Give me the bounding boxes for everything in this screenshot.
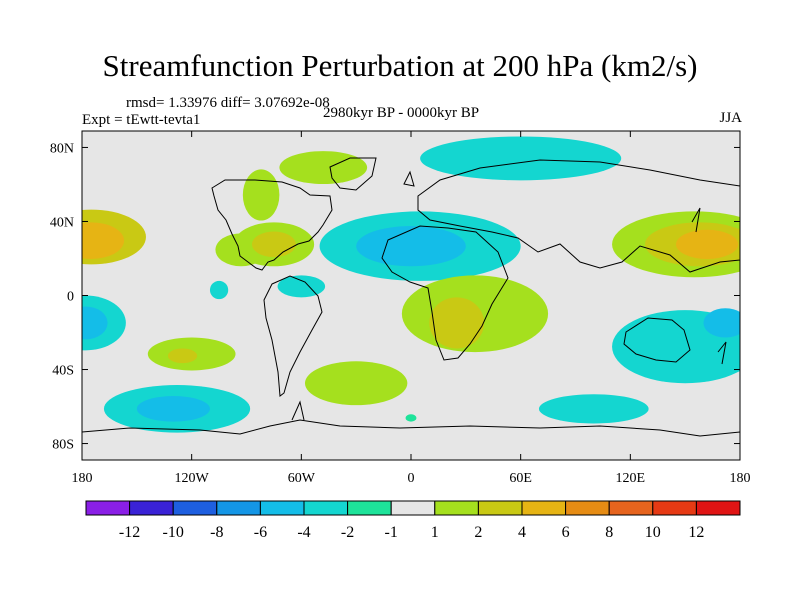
anomaly-15 bbox=[304, 361, 408, 406]
anomaly-22 bbox=[538, 394, 649, 424]
colorbar-swatch bbox=[477, 500, 523, 516]
colorbar-swatch bbox=[521, 500, 567, 516]
experiment-label: Expt = tEwtt-tevta1 bbox=[82, 112, 201, 128]
coastline-antarctic-peninsula bbox=[291, 400, 305, 421]
x-tick-label: 60E bbox=[509, 471, 532, 486]
colorbar-label: -12 bbox=[119, 524, 140, 541]
colorbar-label: -6 bbox=[254, 524, 267, 541]
x-tick-label: 180 bbox=[730, 471, 751, 486]
colorbar-label: -1 bbox=[385, 524, 398, 541]
colorbar-swatch bbox=[347, 500, 392, 516]
map-area bbox=[82, 131, 740, 460]
period-label: 2980kyr BP - 0000kyr BP bbox=[323, 105, 480, 121]
colorbar-swatch bbox=[565, 500, 610, 516]
axes: 180 120W 60W 0 60E 120E 180 80N 40N 0 40S 80S bbox=[50, 131, 751, 486]
anomaly-25 bbox=[676, 229, 739, 259]
anomaly-9 bbox=[209, 280, 229, 300]
y-tick-label: 80N bbox=[50, 141, 74, 156]
colorbar-label: 12 bbox=[688, 524, 704, 541]
colorbar-label: 6 bbox=[562, 524, 570, 541]
colorbar: -12 -10 -8 -6 -4 -2 -1 1 2 4 6 8 10 12 bbox=[85, 500, 741, 541]
y-tick-label: 40S bbox=[52, 364, 74, 379]
colorbar-label: 1 bbox=[431, 524, 439, 541]
colorbar-label: 2 bbox=[474, 524, 482, 541]
anomaly-19 bbox=[420, 136, 622, 181]
coastline-africa bbox=[381, 225, 509, 361]
colorbar-swatch bbox=[695, 500, 741, 516]
y-tick-label: 80S bbox=[52, 438, 74, 453]
coastline-britain bbox=[403, 170, 415, 187]
anomaly-layer bbox=[82, 136, 740, 433]
x-tick-label: 120W bbox=[175, 471, 210, 486]
coastline-australia bbox=[623, 317, 691, 363]
y-tick-label: 0 bbox=[67, 290, 74, 305]
anomaly-13 bbox=[242, 169, 280, 221]
coastline-new-zealand bbox=[717, 341, 727, 365]
coastline-greenland bbox=[329, 157, 377, 191]
colorbar-swatch bbox=[259, 500, 305, 516]
colorbar-swatch bbox=[216, 500, 261, 516]
coastlines bbox=[82, 157, 740, 437]
chart-title: Streamfunction Perturbation at 200 hPa (… bbox=[102, 48, 698, 83]
colorbar-label: -8 bbox=[210, 524, 223, 541]
x-tick-label: 180 bbox=[72, 471, 93, 486]
colorbar-label: -4 bbox=[297, 524, 310, 541]
stats-label: rmsd= 1.33976 diff= 3.07692e-08 bbox=[126, 95, 330, 111]
x-tick-label: 120E bbox=[616, 471, 646, 486]
season-label: JJA bbox=[719, 110, 742, 126]
anomaly-3 bbox=[82, 306, 108, 340]
anomaly-7 bbox=[136, 396, 210, 422]
anomaly-27 bbox=[703, 308, 740, 338]
anomaly-21 bbox=[429, 297, 485, 349]
colorbar-swatch bbox=[172, 500, 218, 516]
colorbar-swatch bbox=[390, 500, 436, 516]
coastline-antarctica bbox=[82, 419, 740, 437]
colorbar-swatch bbox=[608, 500, 654, 516]
anomaly-18 bbox=[356, 226, 466, 267]
colorbar-label: 4 bbox=[518, 524, 526, 541]
colorbar-swatch bbox=[434, 500, 479, 516]
colorbar-swatch bbox=[129, 500, 174, 516]
anomaly-14 bbox=[279, 151, 368, 185]
coastline-eurasia bbox=[417, 159, 740, 273]
colorbar-label: -2 bbox=[341, 524, 354, 541]
coastline-japan bbox=[691, 207, 701, 233]
y-tick-label: 40N bbox=[50, 215, 74, 230]
anomaly-12 bbox=[277, 275, 326, 298]
x-tick-label: 60W bbox=[288, 471, 316, 486]
colorbar-swatch bbox=[652, 500, 697, 516]
anomaly-1 bbox=[82, 222, 125, 259]
colorbar-swatch bbox=[303, 500, 349, 516]
anomaly-11 bbox=[251, 231, 296, 258]
colorbar-swatch bbox=[85, 500, 131, 516]
anomaly-5 bbox=[167, 348, 198, 364]
colorbar-label: 8 bbox=[605, 524, 613, 541]
x-tick-label: 0 bbox=[408, 471, 415, 486]
colorbar-label: -10 bbox=[163, 524, 184, 541]
colorbar-label: 10 bbox=[645, 524, 661, 541]
coastline-south-america bbox=[263, 275, 323, 397]
coastline-north-america bbox=[211, 179, 333, 271]
anomaly-16 bbox=[405, 414, 417, 422]
